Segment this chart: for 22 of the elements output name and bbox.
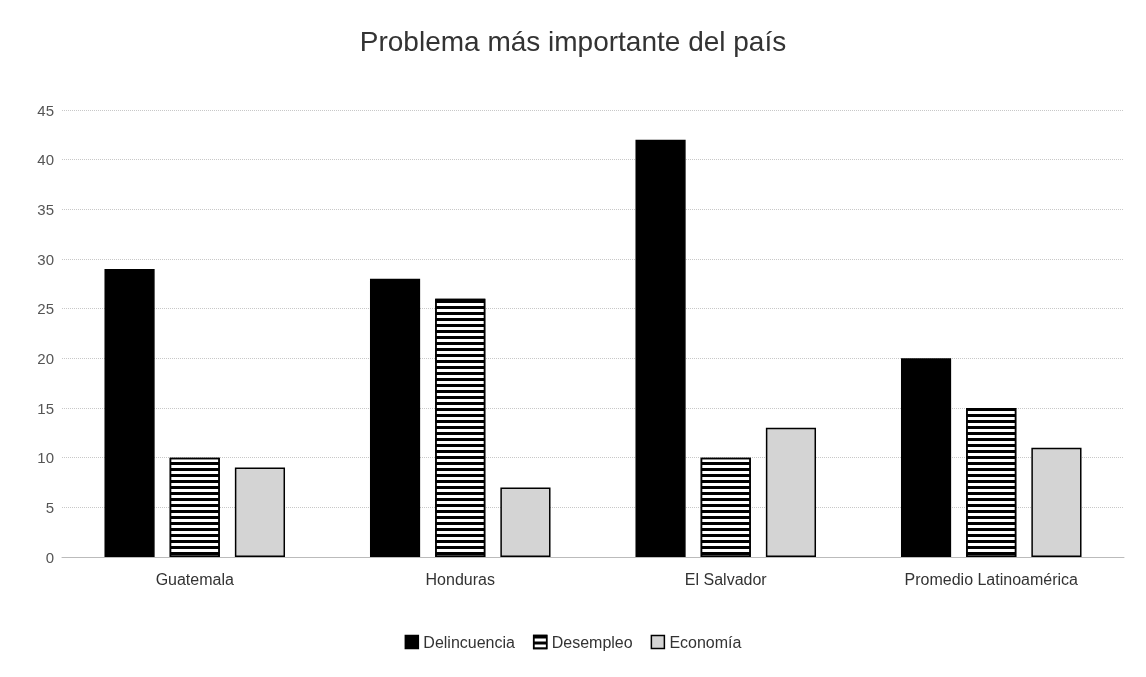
legend-label: Delincuencia [423, 633, 516, 651]
x-tick-label: Promedio Latinoamérica [904, 570, 1079, 588]
x-tick-label: Guatemala [155, 570, 234, 588]
bar [369, 278, 421, 557]
legend-label: Desempleo [551, 633, 633, 651]
y-tick-label: 20 [37, 349, 54, 367]
bar [104, 268, 155, 557]
bar [900, 358, 952, 557]
x-tick-label: Honduras [425, 570, 495, 588]
y-tick-label: 35 [37, 200, 54, 218]
y-tick-label: 30 [37, 250, 54, 268]
y-tick-label: 15 [37, 399, 54, 417]
chart-title: Problema más importante del país [359, 25, 787, 57]
y-tick-label: 0 [45, 548, 54, 566]
y-tick-label: 40 [37, 151, 54, 169]
y-tick-label: 25 [37, 300, 54, 318]
bar [635, 139, 686, 557]
x-tick-label: El Salvador [684, 570, 768, 588]
y-tick-label: 10 [37, 449, 54, 467]
legend-label: Economía [669, 633, 742, 651]
y-tick-label: 45 [37, 101, 54, 119]
y-tick-label: 5 [45, 498, 54, 516]
